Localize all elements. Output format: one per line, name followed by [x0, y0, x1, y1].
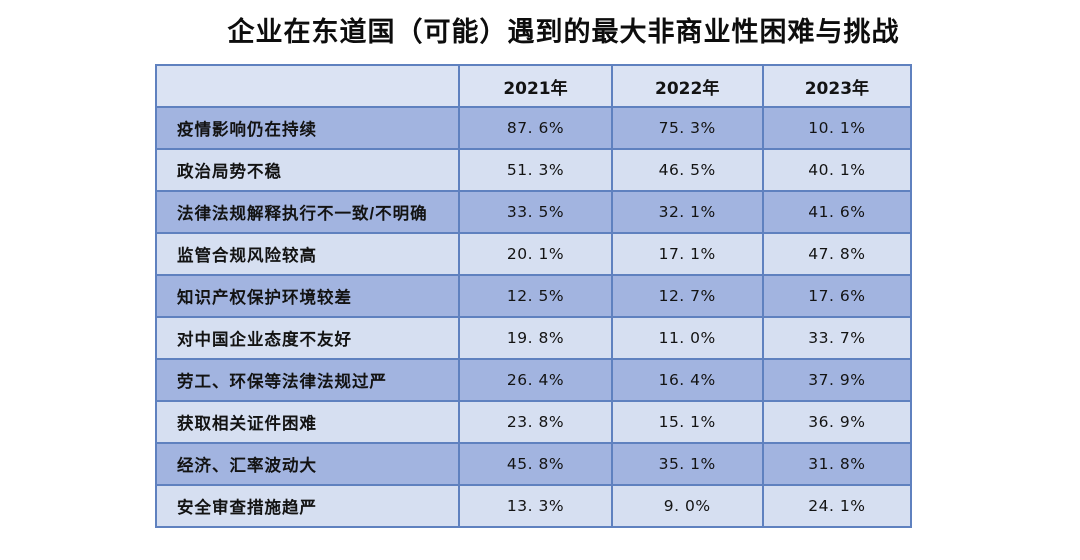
table-row: 知识产权保护环境较差 12. 5% 12. 7% 17. 6% [154, 274, 913, 318]
row-label-cell: 法律法规解释执行不一致/不明确 [154, 190, 461, 234]
value-cell-2021: 51. 3% [458, 148, 613, 192]
row-label-cell: 经济、汇率波动大 [154, 442, 461, 486]
table-header-row: 2021年 2022年 2023年 [154, 64, 913, 108]
value-cell-2023: 41. 6% [761, 190, 913, 234]
table-row: 监管合规风险较高 20. 1% 17. 1% 47. 8% [154, 232, 913, 276]
value-cell-2023: 24. 1% [761, 484, 913, 528]
table-row: 劳工、环保等法律法规过严 26. 4% 16. 4% 37. 9% [154, 358, 913, 402]
page-title: 企业在东道国（可能）遇到的最大非商业性困难与挑战 [227, 17, 900, 47]
value-cell-2022: 17. 1% [610, 232, 764, 276]
value-cell-2021: 45. 8% [458, 442, 613, 486]
value-cell-2022: 46. 5% [610, 148, 764, 192]
value-cell-2022: 9. 0% [610, 484, 764, 528]
table-corner-cell [154, 64, 461, 108]
table-row: 经济、汇率波动大 45. 8% 35. 1% 31. 8% [154, 442, 913, 486]
value-cell-2023: 31. 8% [761, 442, 913, 486]
column-header-2022: 2022年 [610, 64, 764, 108]
row-label-cell: 获取相关证件困难 [154, 400, 461, 444]
value-cell-2022: 15. 1% [610, 400, 764, 444]
row-label-cell: 监管合规风险较高 [154, 232, 461, 276]
row-label-cell: 安全审查措施趋严 [154, 484, 461, 528]
table-row: 安全审查措施趋严 13. 3% 9. 0% 24. 1% [154, 484, 913, 528]
table-row: 疫情影响仍在持续 87. 6% 75. 3% 10. 1% [154, 106, 913, 150]
value-cell-2021: 20. 1% [458, 232, 613, 276]
value-cell-2021: 13. 3% [458, 484, 613, 528]
value-cell-2021: 23. 8% [458, 400, 613, 444]
value-cell-2022: 12. 7% [610, 274, 764, 318]
row-label-cell: 政治局势不稳 [154, 148, 461, 192]
table-row: 政治局势不稳 51. 3% 46. 5% 40. 1% [154, 148, 913, 192]
value-cell-2023: 17. 6% [761, 274, 913, 318]
challenges-table: 2021年 2022年 2023年 疫情影响仍在持续 87. 6% 75. 3%… [154, 64, 913, 528]
value-cell-2021: 33. 5% [458, 190, 613, 234]
value-cell-2022: 16. 4% [610, 358, 764, 402]
value-cell-2022: 11. 0% [610, 316, 764, 360]
value-cell-2023: 40. 1% [761, 148, 913, 192]
table-row: 获取相关证件困难 23. 8% 15. 1% 36. 9% [154, 400, 913, 444]
value-cell-2023: 10. 1% [761, 106, 913, 150]
value-cell-2022: 35. 1% [610, 442, 764, 486]
value-cell-2021: 87. 6% [458, 106, 613, 150]
value-cell-2023: 33. 7% [761, 316, 913, 360]
row-label-cell: 对中国企业态度不友好 [154, 316, 461, 360]
value-cell-2023: 37. 9% [761, 358, 913, 402]
table-row: 法律法规解释执行不一致/不明确 33. 5% 32. 1% 41. 6% [154, 190, 913, 234]
row-label-cell: 疫情影响仍在持续 [154, 106, 461, 150]
row-label-cell: 劳工、环保等法律法规过严 [154, 358, 461, 402]
column-header-2023: 2023年 [761, 64, 913, 108]
table-row: 对中国企业态度不友好 19. 8% 11. 0% 33. 7% [154, 316, 913, 360]
value-cell-2023: 47. 8% [761, 232, 913, 276]
value-cell-2023: 36. 9% [761, 400, 913, 444]
value-cell-2022: 75. 3% [610, 106, 764, 150]
value-cell-2021: 12. 5% [458, 274, 613, 318]
column-header-2021: 2021年 [458, 64, 613, 108]
value-cell-2021: 19. 8% [458, 316, 613, 360]
value-cell-2022: 32. 1% [610, 190, 764, 234]
row-label-cell: 知识产权保护环境较差 [154, 274, 461, 318]
value-cell-2021: 26. 4% [458, 358, 613, 402]
